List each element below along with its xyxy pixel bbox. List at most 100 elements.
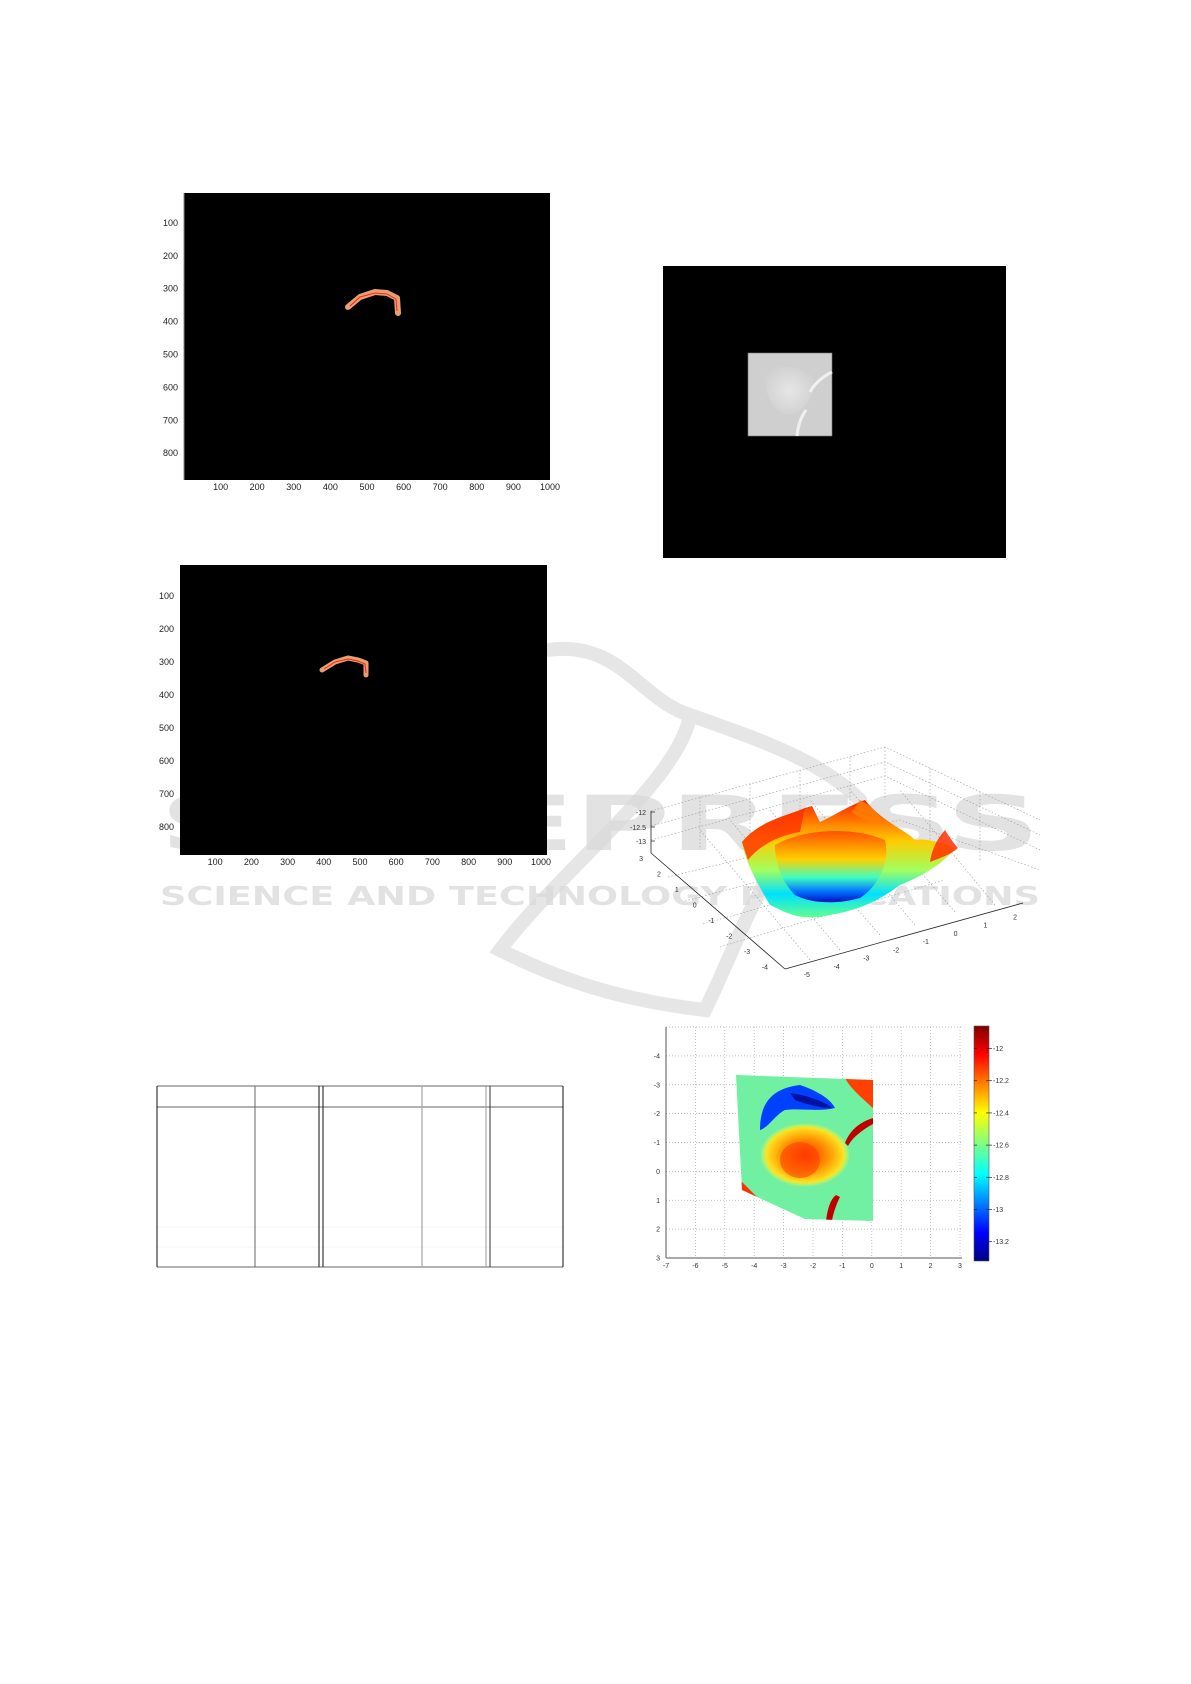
x-tick-label: 0 [954, 931, 958, 938]
y-tick-label: 2 [657, 871, 661, 878]
y-tick-label: 3 [656, 1256, 660, 1263]
colorbar-tick-label: -13 [993, 1207, 1003, 1214]
y-tick-label: -2 [654, 1111, 660, 1118]
x-tick-label: -2 [810, 1263, 816, 1270]
x-tick-label: -3 [863, 956, 869, 963]
z-tick-label: -12.5 [630, 825, 646, 832]
y-tick-label: 0 [656, 1169, 660, 1176]
x-tick-label: 100 [208, 857, 223, 867]
y-tick-label: 800 [159, 822, 174, 832]
x-tick-label: 700 [433, 482, 448, 492]
colorbar-tick-label: -12.2 [993, 1078, 1009, 1085]
z-tick-labels: -12 -12.5 -13 [630, 810, 655, 846]
x-tick-label: 700 [425, 857, 440, 867]
colorbar-tick-labels: -12 -12.2 -12.4 -12.6 -12.8 -13 -13.2 [974, 1046, 1009, 1246]
y-tick-label: 1 [656, 1198, 660, 1205]
x-tick-label: 100 [213, 482, 228, 492]
image-area [180, 565, 547, 855]
x-tick-label: 400 [316, 857, 331, 867]
x-tick-label: 3 [958, 1263, 962, 1270]
x-tick-label: 300 [280, 857, 295, 867]
x-tick-label: 900 [506, 482, 521, 492]
x-tick-label: -1 [923, 939, 929, 946]
segmented-vessel [319, 655, 369, 678]
y-tick-label: 500 [159, 723, 174, 733]
x-tick-label: -4 [833, 964, 839, 971]
x-tick-label: -4 [751, 1263, 757, 1270]
x-tick-label: -7 [663, 1263, 669, 1270]
segmentation-figure-1: 100 200 300 400 500 600 700 800 100 200 300 400 500… [163, 193, 560, 492]
x-tick-label: 0 [870, 1263, 874, 1270]
colorbar-tick-label: -12 [993, 1046, 1003, 1053]
y-tick-label: 300 [163, 284, 178, 294]
watermark-swoosh [489, 641, 867, 1018]
x-tick-label: 800 [469, 482, 484, 492]
x-tick-label: -5 [804, 972, 810, 979]
x-tick-label: -2 [893, 947, 899, 954]
image-area [663, 266, 1006, 558]
colorbar-tick-label: -13.2 [993, 1239, 1009, 1246]
x-tick-label: 500 [359, 482, 374, 492]
y-tick-label: 400 [163, 317, 178, 327]
x-tick-labels: -5 -4 -3 -2 -1 0 1 2 [804, 914, 1017, 979]
colorbar-tick-label: -12.8 [993, 1175, 1009, 1182]
surface-3d-figure: -12 -12.5 -13 3 2 1 0 -1 -2 -3 -4 -5 -4 -3 -2 -1 0 1 2 [630, 746, 1041, 979]
object-blob [765, 366, 815, 415]
x-tick-label: 2 [929, 1263, 933, 1270]
x-tick-label: 600 [389, 857, 404, 867]
y-tick-label: 600 [163, 382, 178, 392]
x-tick-label: 1000 [531, 857, 551, 867]
y-tick-label: 2 [656, 1227, 660, 1234]
tube [795, 370, 833, 437]
y-tick-label: 100 [159, 591, 174, 601]
x-tick-labels: 100 200 300 400 500 600 700 800 900 1000 [208, 857, 551, 867]
x-tick-label: -5 [722, 1263, 728, 1270]
y-tick-label: -1 [708, 918, 714, 925]
x-tick-label: 800 [461, 857, 476, 867]
y-tick-label: 500 [163, 350, 178, 360]
heatmap-surface [736, 1075, 873, 1221]
segmentation-figure-2: 100 200 300 400 500 600 700 800 100 200 300 400 500… [159, 565, 551, 867]
y-tick-label: -4 [762, 964, 768, 971]
y-tick-label: 400 [159, 690, 174, 700]
x-axis [784, 902, 1024, 970]
y-tick-label: 700 [163, 415, 178, 425]
x-tick-label: 400 [323, 482, 338, 492]
depth-map-figure: -12-12.2-12.4-12.6-12.8-13-13.2 -4-3-2-1… [654, 1025, 1009, 1270]
x-tick-label: 200 [250, 482, 265, 492]
x-tick-label: 1000 [540, 482, 560, 492]
x-tick-label: 600 [396, 482, 411, 492]
x-tick-label: 200 [244, 857, 259, 867]
surface [742, 800, 958, 918]
y-tick-label: 200 [163, 251, 178, 261]
x-tick-label: 2 [1013, 914, 1017, 921]
results-table [156, 1085, 564, 1268]
y-tick-label: 0 [693, 902, 697, 909]
x-tick-labels: 100 200 300 400 500 600 700 800 900 1000 [213, 482, 560, 492]
grayscale-crop-figure [663, 266, 1006, 558]
y-tick-label: -1 [654, 1140, 660, 1147]
y-tick-label: 100 [163, 218, 178, 228]
y-tick-label: 700 [159, 789, 174, 799]
y-tick-labels: 100 200 300 400 500 600 700 800 [163, 218, 178, 458]
y-tick-label: 600 [159, 756, 174, 766]
x-tick-label: 500 [352, 857, 367, 867]
x-tick-label: 1 [983, 923, 987, 930]
x-tick-label: 1 [899, 1263, 903, 1270]
colorbar [973, 1025, 990, 1262]
y-tick-label: 300 [159, 657, 174, 667]
y-tick-label: 1 [675, 887, 679, 894]
colorbar-tick-label: -12.4 [993, 1110, 1009, 1117]
colorbar-tick-label: -12.6 [993, 1143, 1009, 1150]
y-tick-label: -3 [654, 1082, 660, 1089]
y-tick-label: 3 [639, 856, 643, 863]
image-area [184, 193, 550, 480]
segmented-vessel [345, 289, 401, 316]
x-tick-label: 300 [286, 482, 301, 492]
y-tick-labels: 3 2 1 0 -1 -2 -3 -4 [639, 856, 768, 971]
watermark-tagline: SCIENCE AND TECHNOLOGY PUBLICATIONS [160, 882, 1040, 912]
x-tick-label: -3 [780, 1263, 786, 1270]
y-tick-label: 200 [159, 624, 174, 634]
y-tick-label: -2 [726, 933, 732, 940]
